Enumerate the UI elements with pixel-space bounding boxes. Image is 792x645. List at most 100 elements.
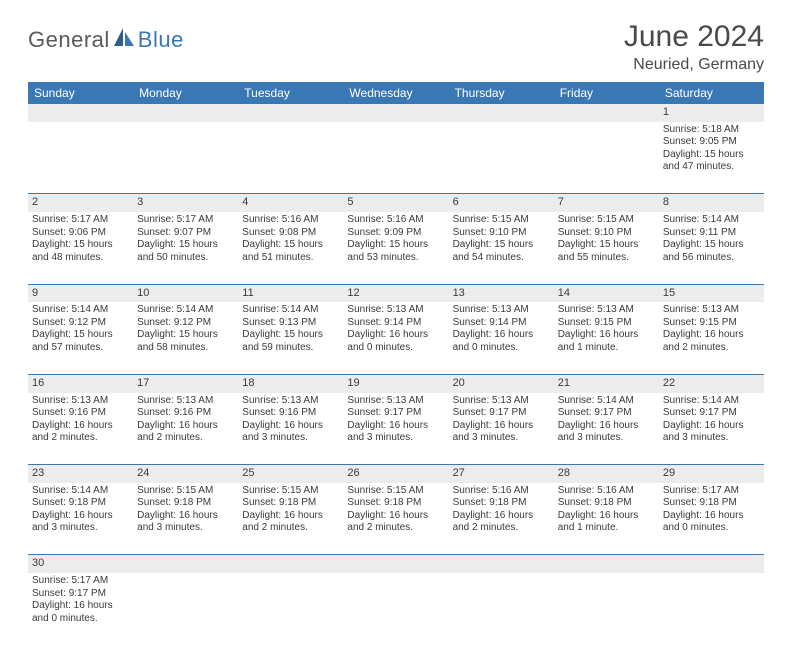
day-cell: Sunrise: 5:16 AMSunset: 9:18 PMDaylight:… [554,483,659,555]
day-number: 28 [554,465,659,483]
day-number: 3 [133,194,238,212]
daylight-line: Daylight: 16 hours and 3 minutes. [558,420,655,445]
sunset-line: Sunset: 9:15 PM [558,317,655,330]
daylight-line: Daylight: 15 hours and 47 minutes. [663,149,760,174]
day-number [343,555,448,573]
weekday-header: Tuesday [238,82,343,104]
detail-row: Sunrise: 5:17 AMSunset: 9:17 PMDaylight:… [28,573,764,645]
detail-row: Sunrise: 5:13 AMSunset: 9:16 PMDaylight:… [28,393,764,465]
sunrise-line: Sunrise: 5:13 AM [453,304,550,317]
day-cell: Sunrise: 5:13 AMSunset: 9:14 PMDaylight:… [449,302,554,374]
sunset-line: Sunset: 9:07 PM [137,227,234,240]
day-cell: Sunrise: 5:15 AMSunset: 9:10 PMDaylight:… [449,212,554,284]
sunrise-line: Sunrise: 5:13 AM [453,395,550,408]
weekday-header: Sunday [28,82,133,104]
day-number [449,555,554,573]
location-label: Neuried, Germany [624,56,764,74]
sunset-line: Sunset: 9:10 PM [453,227,550,240]
daylight-line: Daylight: 15 hours and 54 minutes. [453,239,550,264]
daylight-line: Daylight: 15 hours and 56 minutes. [663,239,760,264]
day-cell: Sunrise: 5:18 AMSunset: 9:05 PMDaylight:… [659,122,764,194]
day-number [133,104,238,122]
month-title: June 2024 [624,20,764,54]
day-cell: Sunrise: 5:16 AMSunset: 9:09 PMDaylight:… [343,212,448,284]
sunrise-line: Sunrise: 5:13 AM [347,304,444,317]
sunset-line: Sunset: 9:11 PM [663,227,760,240]
day-cell [238,122,343,194]
weekday-header-row: SundayMondayTuesdayWednesdayThursdayFrid… [28,82,764,104]
day-number: 18 [238,374,343,392]
daylight-line: Daylight: 15 hours and 53 minutes. [347,239,444,264]
weekday-header: Monday [133,82,238,104]
sunrise-line: Sunrise: 5:13 AM [558,304,655,317]
sunset-line: Sunset: 9:14 PM [453,317,550,330]
sunrise-line: Sunrise: 5:17 AM [137,214,234,227]
sunrise-line: Sunrise: 5:13 AM [137,395,234,408]
day-number: 14 [554,284,659,302]
sunset-line: Sunset: 9:17 PM [663,407,760,420]
day-number: 19 [343,374,448,392]
sunrise-line: Sunrise: 5:15 AM [558,214,655,227]
day-cell: Sunrise: 5:15 AMSunset: 9:18 PMDaylight:… [343,483,448,555]
sunset-line: Sunset: 9:17 PM [558,407,655,420]
day-cell [28,122,133,194]
day-number: 5 [343,194,448,212]
daylight-line: Daylight: 16 hours and 2 minutes. [32,420,129,445]
day-number: 10 [133,284,238,302]
day-number: 26 [343,465,448,483]
day-cell: Sunrise: 5:13 AMSunset: 9:14 PMDaylight:… [343,302,448,374]
day-number: 23 [28,465,133,483]
daylight-line: Daylight: 16 hours and 2 minutes. [663,329,760,354]
day-number [238,104,343,122]
day-cell: Sunrise: 5:14 AMSunset: 9:18 PMDaylight:… [28,483,133,555]
daylight-line: Daylight: 15 hours and 51 minutes. [242,239,339,264]
daylight-line: Daylight: 16 hours and 2 minutes. [453,510,550,535]
daynum-row: 1 [28,104,764,122]
sunset-line: Sunset: 9:18 PM [558,497,655,510]
day-number [28,104,133,122]
day-number: 21 [554,374,659,392]
sunset-line: Sunset: 9:09 PM [347,227,444,240]
day-number: 13 [449,284,554,302]
day-number [554,104,659,122]
sunrise-line: Sunrise: 5:13 AM [32,395,129,408]
daylight-line: Daylight: 16 hours and 2 minutes. [242,510,339,535]
day-cell: Sunrise: 5:16 AMSunset: 9:18 PMDaylight:… [449,483,554,555]
day-number: 4 [238,194,343,212]
day-cell: Sunrise: 5:14 AMSunset: 9:13 PMDaylight:… [238,302,343,374]
day-number: 16 [28,374,133,392]
sunset-line: Sunset: 9:18 PM [347,497,444,510]
day-cell: Sunrise: 5:17 AMSunset: 9:18 PMDaylight:… [659,483,764,555]
day-cell: Sunrise: 5:17 AMSunset: 9:07 PMDaylight:… [133,212,238,284]
sunrise-line: Sunrise: 5:16 AM [347,214,444,227]
day-number: 8 [659,194,764,212]
sunrise-line: Sunrise: 5:14 AM [663,395,760,408]
detail-row: Sunrise: 5:17 AMSunset: 9:06 PMDaylight:… [28,212,764,284]
daylight-line: Daylight: 16 hours and 3 minutes. [663,420,760,445]
day-cell [554,122,659,194]
daylight-line: Daylight: 16 hours and 3 minutes. [347,420,444,445]
sunrise-line: Sunrise: 5:17 AM [32,575,129,588]
day-number: 15 [659,284,764,302]
weekday-header: Friday [554,82,659,104]
day-number: 17 [133,374,238,392]
day-cell [238,573,343,645]
weekday-header: Thursday [449,82,554,104]
daylight-line: Daylight: 16 hours and 3 minutes. [242,420,339,445]
sunrise-line: Sunrise: 5:14 AM [558,395,655,408]
day-cell: Sunrise: 5:15 AMSunset: 9:10 PMDaylight:… [554,212,659,284]
daylight-line: Daylight: 15 hours and 55 minutes. [558,239,655,264]
day-cell [343,573,448,645]
daylight-line: Daylight: 16 hours and 1 minute. [558,329,655,354]
day-cell: Sunrise: 5:15 AMSunset: 9:18 PMDaylight:… [238,483,343,555]
day-cell [133,573,238,645]
weekday-header: Saturday [659,82,764,104]
sunset-line: Sunset: 9:17 PM [32,588,129,601]
sunset-line: Sunset: 9:13 PM [242,317,339,330]
day-number: 27 [449,465,554,483]
brand-part1: General [28,27,110,53]
day-cell: Sunrise: 5:13 AMSunset: 9:17 PMDaylight:… [343,393,448,465]
day-cell: Sunrise: 5:17 AMSunset: 9:17 PMDaylight:… [28,573,133,645]
sunrise-line: Sunrise: 5:16 AM [453,485,550,498]
sunset-line: Sunset: 9:12 PM [32,317,129,330]
